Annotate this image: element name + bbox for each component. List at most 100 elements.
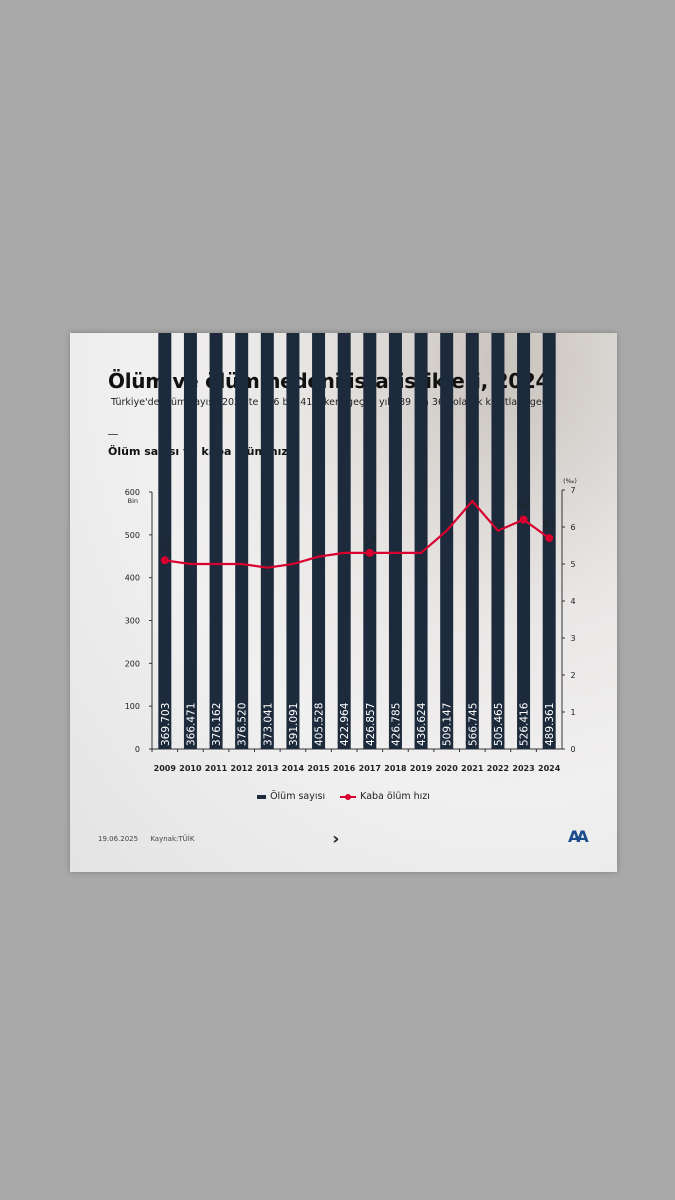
- left-tick-label: 400: [125, 574, 140, 583]
- rate-label: 5,3: [363, 534, 377, 544]
- right-tick-label: 2: [570, 671, 575, 680]
- bar: [312, 333, 326, 749]
- bar: [491, 333, 505, 749]
- bar-base: [260, 741, 274, 749]
- legend-bar-label: Ölüm sayısı: [270, 791, 326, 802]
- source: Kaynak:TÜİK: [150, 835, 195, 843]
- x-tick-label: 2021: [461, 764, 484, 773]
- infographic-card: Ölüm ve ölüm nedeni istatistikleri, 2024…: [70, 333, 617, 872]
- right-tick-label: 6: [570, 523, 575, 532]
- rate-label: 5,7: [542, 519, 556, 529]
- x-tick-label: 2009: [154, 764, 177, 773]
- aa-logo: AA: [568, 827, 589, 846]
- bar-label: 436.624: [416, 702, 428, 746]
- bar-label: 405.528: [314, 703, 326, 746]
- x-tick-label: 2019: [410, 764, 433, 773]
- left-tick-label: 200: [125, 659, 140, 668]
- bar: [183, 333, 197, 749]
- x-tick-label: 2020: [436, 764, 459, 773]
- rate-marker: [545, 534, 554, 543]
- bar-base: [414, 741, 428, 749]
- bar-label: 373.041: [262, 703, 274, 746]
- bar-label: 376.520: [237, 703, 249, 746]
- right-axis-unit: (‰): [563, 477, 577, 485]
- x-tick-label: 2022: [487, 764, 509, 773]
- bar-label: 505.465: [493, 703, 505, 746]
- bar-label: 376.162: [211, 703, 223, 746]
- left-tick-label: 300: [125, 617, 140, 626]
- left-tick-label: 0: [135, 745, 140, 754]
- x-tick-label: 2016: [333, 764, 356, 773]
- bar: [286, 333, 300, 749]
- x-tick-label: 2015: [307, 764, 330, 773]
- date: 19.06.2025: [98, 835, 139, 843]
- bar-base: [183, 741, 197, 749]
- bar-label: 391.091: [288, 703, 300, 746]
- rate-line: [164, 499, 550, 569]
- bar: [388, 333, 402, 749]
- x-tick-label: 2024: [538, 764, 561, 773]
- bar-base: [465, 741, 479, 749]
- right-tick-label: 3: [570, 634, 575, 643]
- bar: [235, 333, 249, 749]
- bar-label: 509.147: [442, 703, 454, 746]
- rate-label: 5,1: [158, 541, 172, 551]
- bar: [363, 333, 377, 749]
- bar: [414, 333, 428, 749]
- bar-label: 422.964: [339, 702, 351, 746]
- x-tick-label: 2014: [282, 764, 305, 773]
- bar: [440, 333, 454, 749]
- rate-marker: [365, 548, 374, 557]
- bar: [517, 333, 531, 749]
- bar-base: [286, 741, 300, 749]
- x-tick-label: 2017: [359, 764, 381, 773]
- right-tick-label: 4: [570, 597, 575, 606]
- x-tick-label: 2013: [256, 764, 278, 773]
- legend-line-label: Kaba ölüm hızı: [360, 791, 430, 802]
- bar-label: 366.471: [185, 703, 197, 746]
- x-tick-label: 2011: [205, 764, 228, 773]
- bar-base: [542, 741, 556, 749]
- bar-label: 489.361: [544, 703, 556, 746]
- bar-base: [209, 741, 223, 749]
- x-tick-label: 2012: [231, 764, 253, 773]
- x-tick-label: 2018: [384, 764, 407, 773]
- bar-base: [312, 741, 326, 749]
- rate-label: 6,2: [517, 501, 531, 511]
- bar: [209, 333, 223, 749]
- bar-label: 526.416: [519, 702, 531, 746]
- bar-base: [158, 741, 172, 749]
- bar-label: 369.703: [160, 703, 172, 746]
- bar-base: [235, 741, 249, 749]
- legend-bar-swatch: [257, 794, 267, 799]
- bar-label: 426.785: [390, 703, 402, 746]
- rate-marker: [160, 556, 169, 565]
- bar-label: 566.745: [467, 703, 479, 746]
- bar-base: [388, 741, 402, 749]
- x-tick-label: 2010: [179, 764, 202, 773]
- legend: Ölüm sayısı Kaba ölüm hızı: [70, 791, 617, 802]
- bar-base: [440, 741, 454, 749]
- bar-label: 426.857: [365, 703, 377, 746]
- x-tick-label: 2023: [512, 764, 534, 773]
- legend-line-swatch: [340, 793, 357, 800]
- right-tick-label: 7: [570, 486, 575, 495]
- chevrons-icon: ›››: [332, 829, 341, 848]
- right-tick-label: 1: [570, 708, 575, 717]
- subtitle: Türkiye'de ölüm sayısı, 2023'te 526 bin …: [111, 397, 554, 408]
- left-tick-label: 100: [125, 702, 140, 711]
- right-tick-label: 5: [570, 560, 575, 569]
- bar-base: [517, 741, 531, 749]
- right-tick-label: 0: [570, 745, 575, 754]
- bar-base: [337, 741, 351, 749]
- bar-base: [491, 741, 505, 749]
- rate-marker: [519, 515, 528, 524]
- left-tick-label: 500: [125, 531, 140, 540]
- bar-base: [363, 741, 377, 749]
- left-axis-unit: Bin: [128, 497, 138, 505]
- bar: [337, 333, 351, 749]
- left-tick-label: 600: [125, 488, 140, 497]
- footer: 19.06.2025 Kaynak:TÜİK: [98, 835, 204, 843]
- bar: [465, 333, 479, 749]
